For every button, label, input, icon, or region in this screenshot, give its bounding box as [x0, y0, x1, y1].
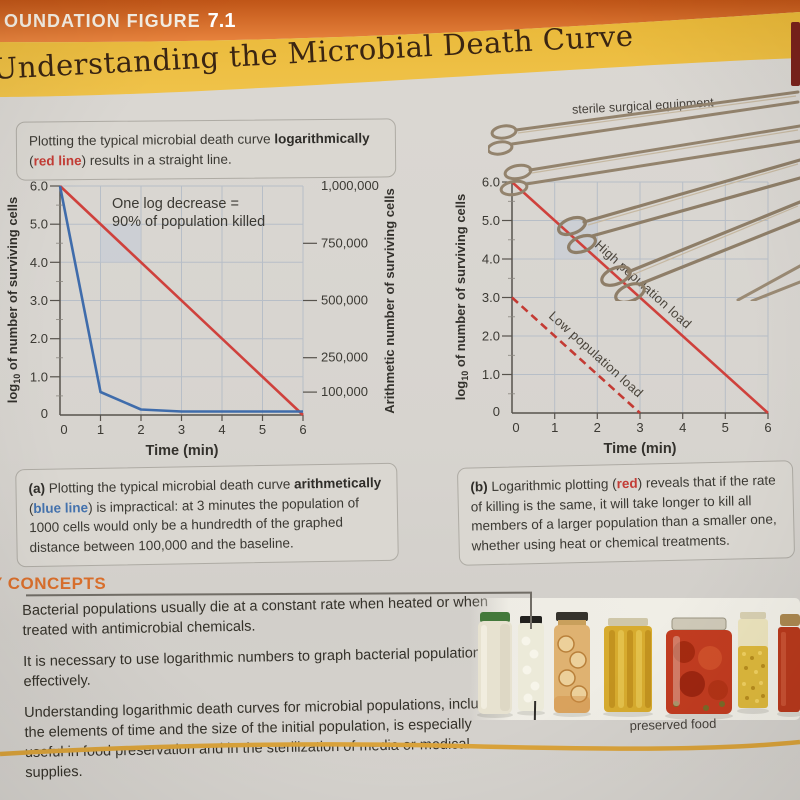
svg-text:2: 2	[137, 422, 144, 437]
svg-text:6.0: 6.0	[482, 175, 500, 190]
hemostat-icon	[499, 124, 800, 197]
svg-text:4.0: 4.0	[30, 255, 48, 270]
svg-text:1: 1	[551, 420, 558, 435]
caption-a: (a) Plotting the typical microbial death…	[15, 462, 399, 568]
svg-text:0: 0	[60, 422, 67, 437]
page-edge-strip	[791, 22, 800, 86]
jar-onions-black-lid	[518, 616, 544, 711]
chart-a-minor-ticks	[56, 204, 63, 397]
chart-a-ticks	[50, 185, 317, 421]
chart-b-minor-ticks	[508, 200, 515, 395]
forceps-icon	[736, 264, 800, 301]
key-concepts-heading: Y CONCEPTS	[0, 574, 107, 593]
chart-a-y-axis-title: log10 of number of surviving cells	[5, 197, 22, 404]
svg-text:0: 0	[512, 420, 519, 435]
chart-a-right-tick-labels: 1,000,000 750,000 500,000 250,000 100,00…	[321, 178, 379, 399]
wave-line	[0, 739, 800, 757]
svg-text:3: 3	[636, 420, 643, 435]
svg-text:3.0: 3.0	[482, 290, 500, 305]
svg-text:3.0: 3.0	[30, 293, 48, 308]
intro-text: Plotting the typical microbial death cur…	[28, 131, 275, 149]
svg-text:100,000: 100,000	[321, 384, 368, 399]
svg-text:4: 4	[218, 422, 225, 437]
orange-band	[0, 0, 800, 43]
intro-bold-logarithmically: logarithmically	[274, 130, 370, 147]
hemostat-icon	[600, 200, 800, 301]
chart-b-x-axis-title: Time (min)	[603, 441, 676, 457]
svg-text:5.0: 5.0	[482, 213, 500, 228]
chart-a-right-axis-title: Arithmetic number of surviving cells	[382, 188, 397, 413]
svg-text:0: 0	[493, 404, 500, 419]
photo-label-preserved-food: preserved food	[629, 715, 717, 734]
svg-text:250,000: 250,000	[321, 350, 368, 365]
chart-b-ticks	[502, 181, 769, 419]
figure-kicker: OUNDATION FIGURE 7.1	[4, 10, 235, 33]
svg-text:750,000: 750,000	[321, 235, 368, 250]
chart-a-ytick-labels: 6.0 5.0 4.0 3.0 2.0 1.0 0	[30, 179, 48, 422]
jar-pickled-slices	[554, 612, 590, 713]
figure-kicker-text: OUNDATION FIGURE	[4, 11, 201, 31]
hemostat-icon	[556, 158, 800, 255]
arithmetic-death-curve-blue-line	[58, 185, 303, 413]
svg-text:1,000,000: 1,000,000	[321, 178, 379, 193]
svg-text:4: 4	[679, 420, 686, 435]
caption-b-text: Logarithmic plotting (	[487, 476, 617, 495]
svg-text:6: 6	[764, 420, 771, 435]
annotation-line-1: One log decrease =	[112, 196, 239, 212]
caption-b-label: (b)	[470, 479, 488, 495]
caption-a-bold-arithmetically: arithmetically	[293, 474, 382, 492]
header-banner	[0, 0, 800, 97]
jar-yellow-spears	[604, 618, 652, 712]
preserved-food-photo	[470, 598, 800, 720]
low-population-load-line	[511, 296, 641, 414]
svg-text:1.0: 1.0	[482, 367, 500, 382]
annotation-line-2: 90% of population killed	[112, 214, 265, 230]
svg-text:5.0: 5.0	[30, 217, 48, 232]
jar-red-partial	[778, 614, 800, 712]
svg-text:3: 3	[178, 422, 185, 437]
svg-text:2.0: 2.0	[482, 329, 500, 344]
caption-a-blue-line-ref: blue line	[33, 499, 89, 516]
instrument-highlights	[517, 95, 799, 276]
concept-item: It is necessary to use logarithmic numbe…	[23, 645, 489, 690]
chart-b-ytick-labels: 6.0 5.0 4.0 3.0 2.0 1.0 0	[482, 175, 500, 420]
yellow-band	[0, 12, 800, 97]
concept-item: Bacterial populations usually die at a c…	[22, 594, 489, 639]
jar-tomatoes	[666, 617, 732, 714]
low-population-load-label: Low population load	[546, 308, 646, 400]
concepts-box-corner	[530, 593, 532, 629]
chart-a-death-curve: 6.0 5.0 4.0 3.0 2.0 1.0 0 0 1 2 3 4 5 6 1,000,…	[5, 178, 397, 459]
caption-b: (b) Logarithmic plotting (red) reveals t…	[456, 460, 796, 567]
caption-a-text: Plotting the typical microbial death cur…	[44, 476, 295, 496]
bottom-divider-wave	[0, 739, 800, 757]
jar-cream-green-lid	[478, 612, 512, 714]
svg-text:0: 0	[41, 406, 48, 421]
figure-number: 7.1	[207, 10, 236, 32]
jar-shadows	[477, 708, 800, 720]
caption-b-red-ref: red	[616, 475, 638, 492]
chart-b-xtick-labels: 0 1 2 3 4 5 6	[512, 420, 771, 435]
svg-text:6: 6	[299, 422, 306, 437]
svg-text:1: 1	[97, 422, 104, 437]
surgical-instruments-photo	[488, 90, 800, 301]
jar-corn-kernels	[738, 612, 768, 708]
chart-b-y-axis-title: log10 of number of surviving cells	[453, 194, 470, 401]
svg-text:5: 5	[259, 422, 266, 437]
scissors-icon	[488, 90, 800, 156]
log-death-curve-red-line	[59, 185, 304, 416]
svg-text:2.0: 2.0	[30, 331, 48, 346]
svg-text:1.0: 1.0	[30, 369, 48, 384]
chart-a-xtick-labels: 0 1 2 3 4 5 6	[60, 422, 306, 437]
chart-a-x-axis-title: Time (min)	[145, 443, 218, 459]
photo-tick-mark	[533, 700, 537, 721]
svg-text:2: 2	[594, 420, 601, 435]
svg-text:6.0: 6.0	[30, 179, 48, 194]
svg-text:4.0: 4.0	[482, 252, 500, 267]
caption-a-label: (a)	[28, 480, 46, 497]
svg-text:5: 5	[722, 420, 729, 435]
svg-text:500,000: 500,000	[321, 293, 368, 308]
